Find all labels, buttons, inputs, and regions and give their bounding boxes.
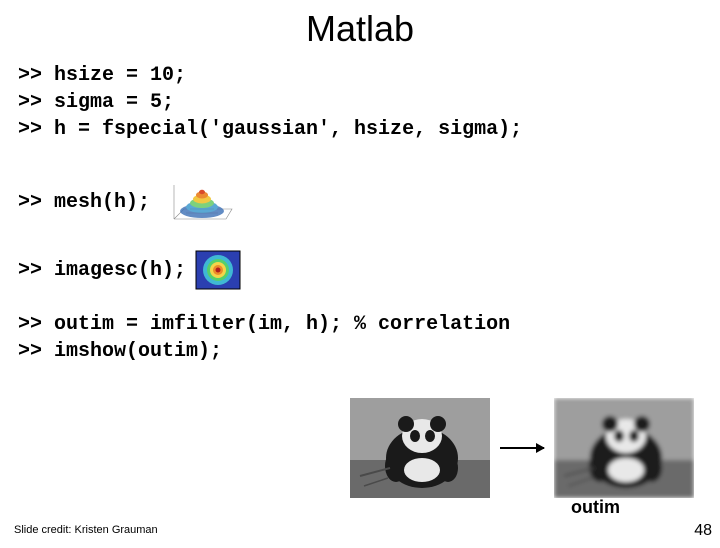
imagesc-row: >> imagesc(h); [18,249,720,291]
imagesc-plot-icon [194,249,242,291]
slide-credit: Slide credit: Kristen Grauman [14,524,158,536]
slide-title: Matlab [0,8,720,50]
mesh-row: >> mesh(h); [18,173,720,231]
code-line-1: >> hsize = 10; [18,62,720,89]
panda-original [350,398,490,498]
outim-label: outim [571,497,620,518]
panda-filtered [554,398,694,498]
code-line-3: >> h = fspecial('gaussian', hsize, sigma… [18,116,720,143]
code-line-4: >> mesh(h); [18,189,150,216]
code-line-7: >> imshow(outim); [18,338,720,365]
code-block: >> hsize = 10; >> sigma = 5; >> h = fspe… [18,62,720,365]
code-line-5: >> imagesc(h); [18,257,186,284]
mesh-plot-icon [160,173,240,231]
code-line-6: >> outim = imfilter(im, h); % correlatio… [18,311,720,338]
panda-comparison [350,398,694,498]
page-number: 48 [694,522,712,540]
code-line-2: >> sigma = 5; [18,89,720,116]
arrow-icon [500,447,544,449]
